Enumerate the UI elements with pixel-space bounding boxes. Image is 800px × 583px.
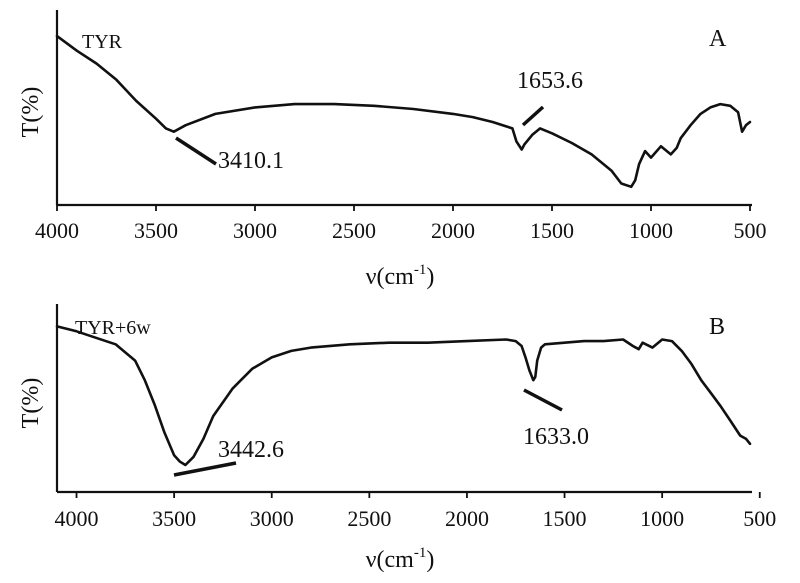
- panel-a-x-tick-label-4000: 4000: [35, 218, 79, 243]
- panel-a-x-tick-label-1500: 1500: [530, 218, 574, 243]
- panel-b-annotation-1633: 1633.0: [523, 424, 589, 450]
- panel-b-sample-label: TYR+6w: [75, 317, 151, 339]
- panel-b-letter: B: [709, 314, 725, 340]
- panel-b: T(%) TYR+6w B 4000 3500 3000 2500 2000 1500 10…: [18, 304, 776, 573]
- panel-a-x-tick-label-2500: 2500: [332, 218, 376, 243]
- panel-b-spectrum-line: [55, 325, 752, 467]
- panel-a-x-tick-label-2000: 2000: [431, 218, 475, 243]
- panel-a-x-tick-label-1000: 1000: [629, 218, 673, 243]
- panel-b-x-tick-label-1000: 1000: [640, 506, 684, 531]
- panel-b-x-tick-label-500: 500: [743, 506, 776, 531]
- panel-b-xlabel-sup: -1: [414, 545, 427, 561]
- panel-a-xlabel-main: ν(cm: [366, 264, 414, 290]
- panel-a-x-tick-label-3500: 3500: [134, 218, 178, 243]
- panel-a-sample-label: TYR: [82, 31, 123, 53]
- panel-a-x-ticks: 4000 3500 3000 2500 2000 1500 1000 500: [35, 205, 767, 243]
- panel-b-x-tick-label-3000: 3000: [250, 506, 294, 531]
- panel-a-x-tick-label-500: 500: [734, 218, 767, 243]
- panel-a-x-tick-label-3000: 3000: [233, 218, 277, 243]
- panel-a-annotation-3410: 3410.1: [218, 148, 284, 174]
- panel-b-xlabel: ν(cm-1): [366, 545, 435, 573]
- panel-b-xlabel-main: ν(cm: [366, 547, 414, 573]
- panel-a-annotation-1653: 1653.6: [517, 68, 583, 94]
- panel-b-annotation-3442: 3442.6: [218, 437, 284, 463]
- panel-b-x-tick-label-1500: 1500: [543, 506, 587, 531]
- panel-a-ylabel: T(%): [18, 87, 44, 138]
- panel-b-x-tick-label-3500: 3500: [152, 506, 196, 531]
- panel-b-x-tick-label-2000: 2000: [445, 506, 489, 531]
- panel-b-ylabel: T(%): [18, 378, 44, 429]
- panel-a-annotation-3410-line: [175, 136, 217, 166]
- panel-a-annotation-1653-line: [521, 105, 545, 127]
- panel-b-x-tick-label-4000: 4000: [55, 506, 99, 531]
- panel-a: T(%) TYR A 4000 3500 3000 2500 2000 1500 1000 5…: [18, 10, 767, 290]
- panel-b-x-tick-label-2500: 2500: [347, 506, 391, 531]
- panel-a-xlabel: ν(cm-1): [366, 262, 435, 290]
- panel-a-xlabel-sup: -1: [414, 262, 427, 278]
- panel-b-x-ticks: 4000 3500 3000 2500 2000 1500 1000 500: [55, 492, 776, 531]
- panel-a-xlabel-close: ): [426, 264, 434, 290]
- panel-b-xlabel-close: ): [426, 547, 434, 573]
- panel-b-annotation-3442-line: [173, 461, 237, 477]
- panel-a-letter: A: [709, 26, 727, 52]
- panel-a-spectrum-line: [55, 34, 752, 189]
- panel-b-annotation-1633-line: [523, 388, 563, 412]
